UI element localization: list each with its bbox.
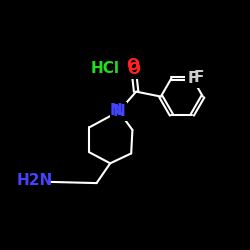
- Text: F: F: [193, 70, 204, 85]
- Text: HCl: HCl: [91, 61, 120, 76]
- Text: N: N: [112, 104, 125, 119]
- Text: F: F: [187, 71, 198, 86]
- Text: N: N: [110, 103, 122, 118]
- Text: O: O: [126, 58, 139, 73]
- Text: H2N: H2N: [17, 173, 53, 188]
- Text: O: O: [127, 62, 140, 77]
